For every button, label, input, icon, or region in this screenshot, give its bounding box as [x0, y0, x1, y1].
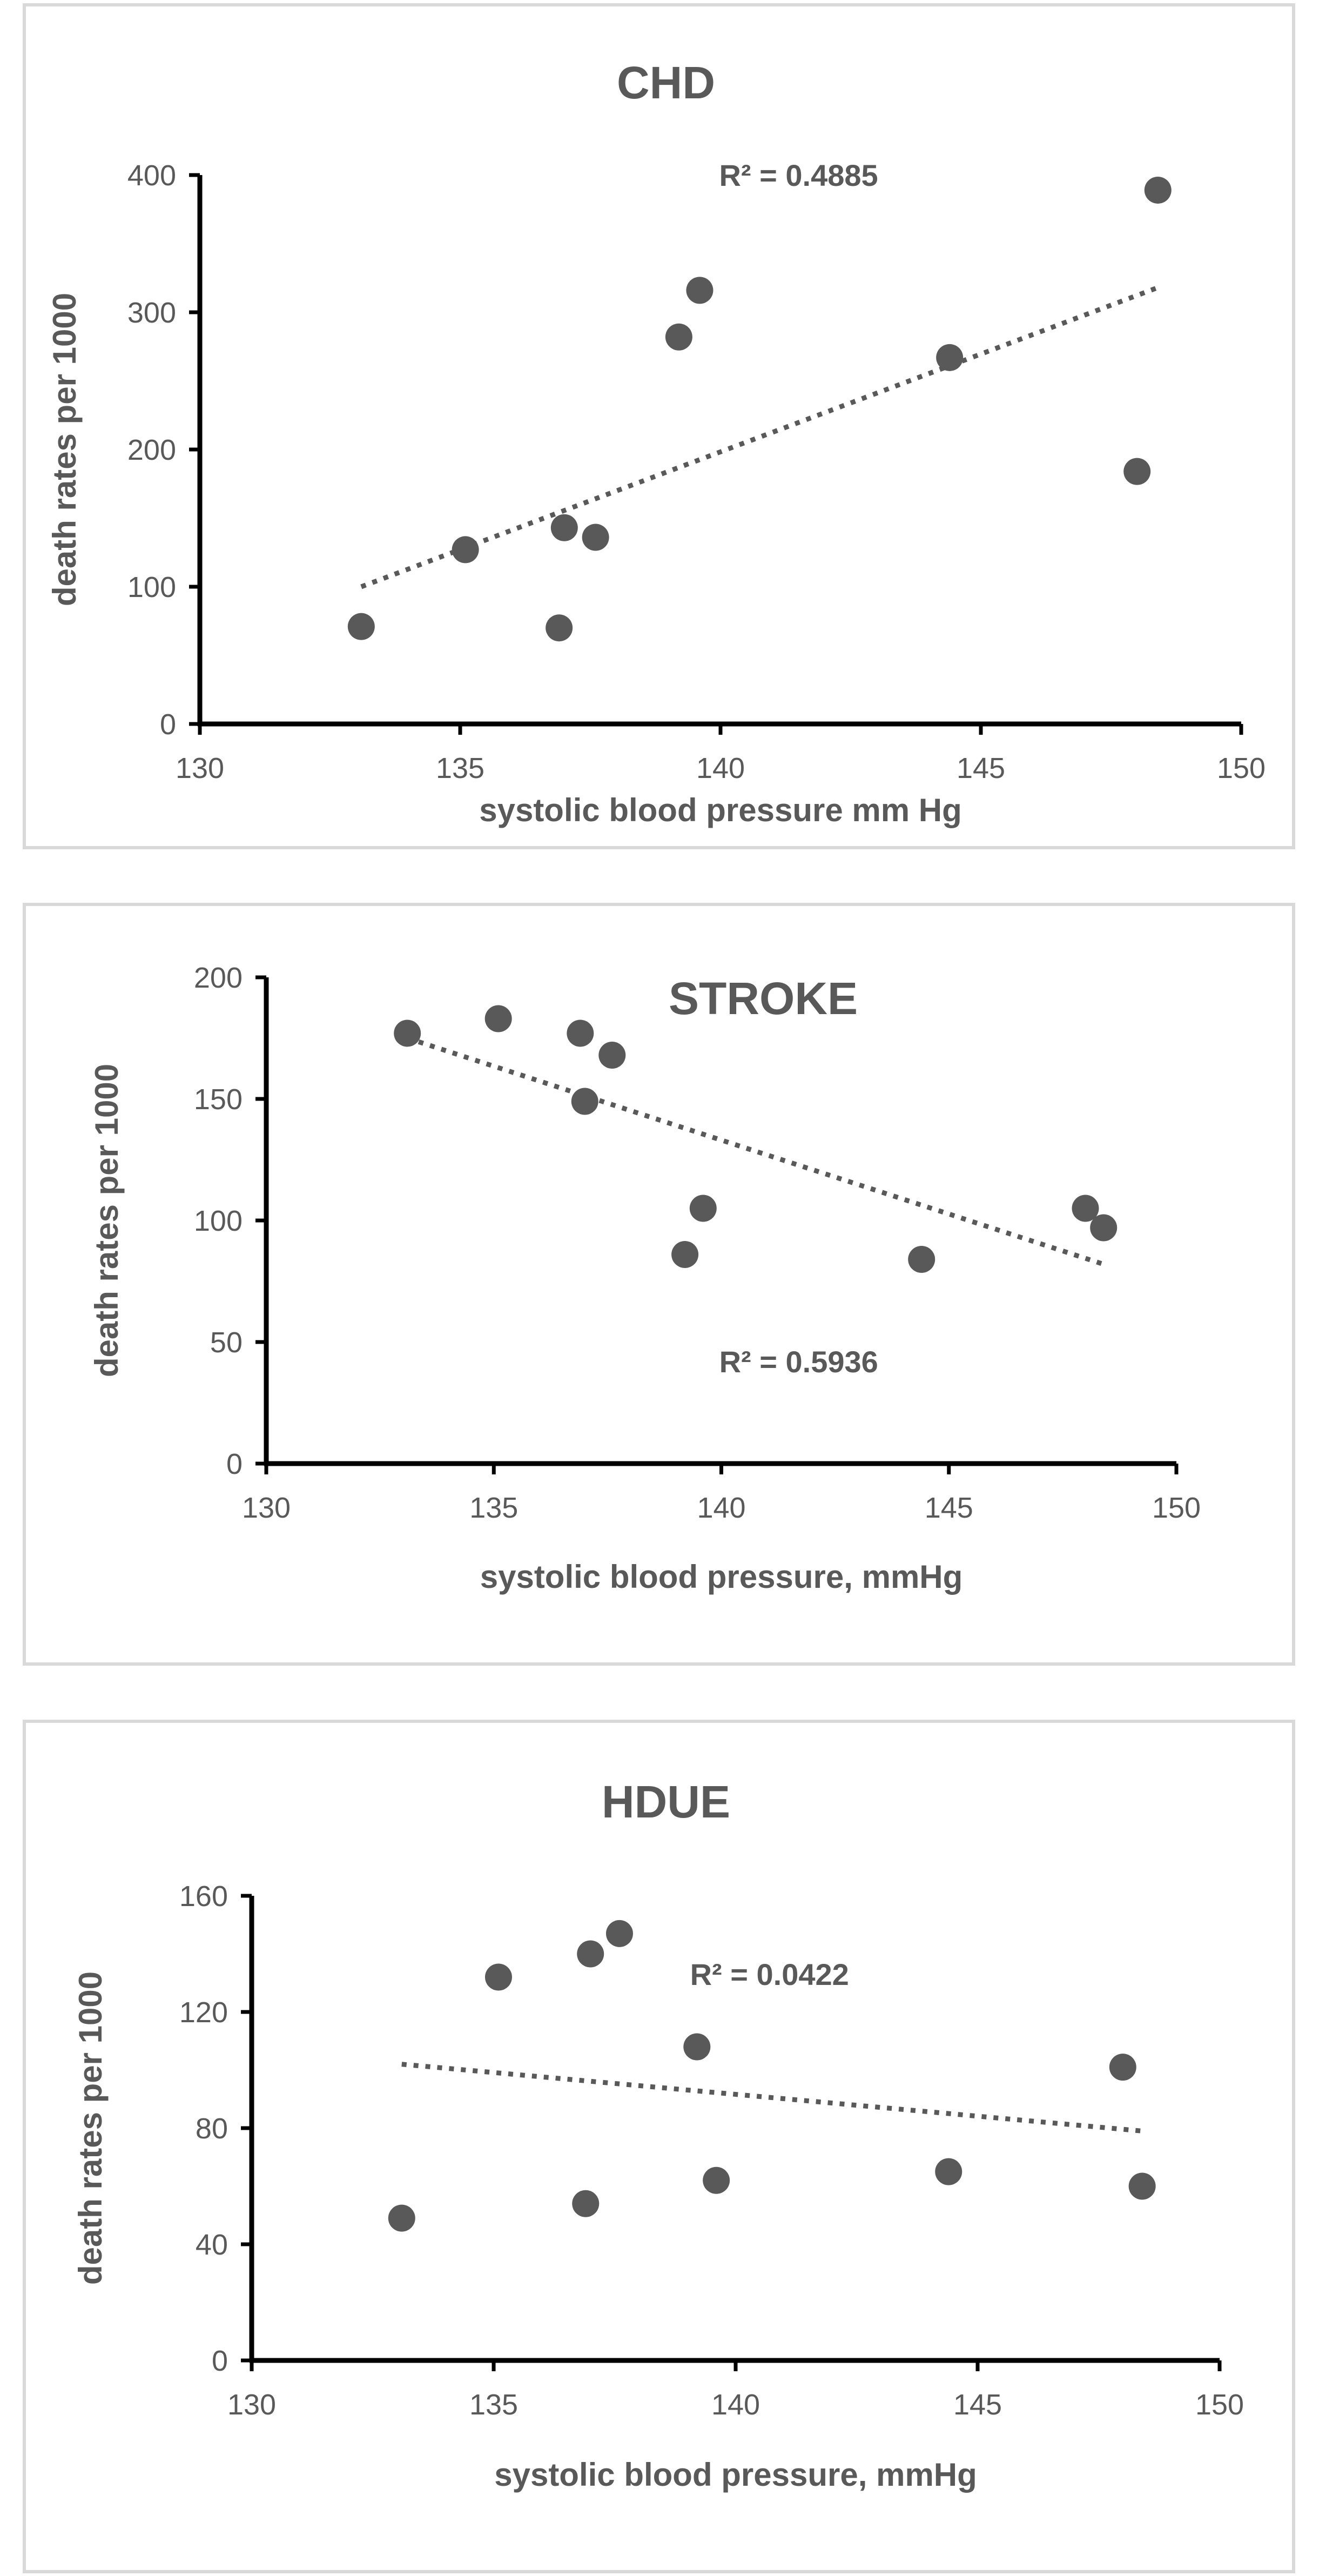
chd-data-point [582, 524, 609, 551]
hdue-data-point [605, 1920, 633, 1947]
hdue-data-point [484, 1963, 512, 1991]
hdue-x-axis-title: systolic blood pressure, mmHg [494, 2457, 977, 2493]
stroke-x-tick-label: 150 [1152, 1492, 1201, 1524]
hdue-data-point [572, 2190, 600, 2217]
stroke-data-point [689, 1195, 717, 1222]
chd-y-tick-label: 0 [160, 708, 176, 741]
hdue-data-point [703, 2166, 730, 2194]
chd-x-tick-label: 140 [696, 752, 745, 784]
hdue-y-tick-label: 160 [179, 1880, 228, 1913]
hdue-x-tick-label: 130 [227, 2389, 276, 2421]
hdue-data-point [388, 2204, 415, 2232]
stroke-data-point [571, 1088, 598, 1115]
hdue-y-tick-label: 80 [196, 2112, 228, 2145]
stroke-data-point [484, 1005, 512, 1032]
stroke-r-squared-label: R² = 0.5936 [719, 1345, 878, 1379]
chd-data-point [347, 613, 375, 640]
stroke-x-tick-label: 135 [469, 1492, 518, 1524]
hdue-data-point [577, 1940, 604, 1968]
stroke-data-point [908, 1246, 935, 1273]
stroke-y-tick-label: 150 [194, 1083, 243, 1116]
chd-chart-title: CHD [617, 57, 715, 108]
hdue-x-tick-label: 135 [469, 2389, 518, 2421]
chd-chart-panel: CHD 130 135 140 145 150 0 100 200 300 400 systolic … [23, 3, 1295, 849]
hdue-data-point [1128, 2172, 1156, 2200]
hdue-y-tick-label: 120 [179, 1996, 228, 2029]
chd-r-squared-label: R² = 0.4885 [719, 158, 878, 192]
stroke-x-axis-title: systolic blood pressure, mmHg [480, 1559, 963, 1595]
chd-data-point [550, 514, 578, 541]
chd-data-point [1123, 458, 1151, 485]
chd-data-point [665, 323, 692, 351]
stroke-y-tick-label: 50 [210, 1326, 243, 1359]
stroke-data-point [394, 1019, 421, 1047]
chd-x-tick-label: 145 [957, 752, 1005, 784]
chd-trendline [360, 285, 1159, 589]
chd-data-point [1144, 176, 1172, 204]
chd-data-point [686, 277, 714, 304]
hdue-y-axis-title: death rates per 1000 [72, 1971, 109, 2285]
stroke-data-point [671, 1241, 699, 1268]
stroke-x-tick-label: 145 [925, 1492, 973, 1524]
stroke-y-axis-title: death rates per 1000 [89, 1064, 125, 1377]
hdue-r-squared-label: R² = 0.0422 [690, 1957, 849, 1991]
chd-y-axis-title: death rates per 1000 [46, 293, 83, 606]
chd-x-tick-label: 130 [176, 752, 224, 784]
chd-chart: CHD 130 135 140 145 150 0 100 200 300 400 systolic … [46, 57, 1266, 828]
stroke-data-point [567, 1019, 594, 1047]
stroke-data-point [598, 1042, 626, 1069]
chd-y-tick-label: 300 [127, 297, 176, 329]
hdue-chart-title: HDUE [602, 1776, 730, 1827]
hdue-y-tick-label: 40 [196, 2229, 228, 2261]
stroke-data-point [1072, 1195, 1099, 1222]
hdue-data-point [1109, 2054, 1136, 2081]
hdue-data-point [683, 2033, 711, 2061]
hdue-chart-panel: HDUE 130 135 140 145 150 0 40 80 120 160 systolic b… [23, 1720, 1295, 2573]
stroke-y-tick-label: 100 [194, 1205, 243, 1237]
chd-y-tick-label: 100 [127, 571, 176, 603]
stroke-trendline [406, 1036, 1105, 1267]
hdue-x-tick-label: 145 [953, 2389, 1002, 2421]
stroke-y-tick-label: 200 [194, 962, 243, 994]
hdue-data-point [935, 2158, 962, 2185]
chd-data-point [936, 344, 964, 371]
stroke-chart-panel: STROKE 130 135 140 145 150 0 50 100 150 200 systoli… [23, 903, 1295, 1666]
stroke-x-tick-label: 140 [697, 1492, 745, 1524]
stroke-data-point [1090, 1214, 1118, 1242]
chd-y-tick-label: 400 [127, 159, 176, 192]
stroke-chart-title: STROKE [669, 973, 858, 1024]
hdue-chart: HDUE 130 135 140 145 150 0 40 80 120 160 systolic b… [72, 1776, 1244, 2493]
chd-x-axis-title: systolic blood pressure mm Hg [479, 792, 962, 828]
hdue-trendline [401, 2062, 1143, 2134]
hdue-x-tick-label: 150 [1195, 2389, 1244, 2421]
stroke-x-tick-label: 130 [242, 1492, 291, 1524]
hdue-x-tick-label: 140 [711, 2389, 760, 2421]
chd-x-tick-label: 150 [1217, 752, 1266, 784]
stroke-y-tick-label: 0 [226, 1448, 243, 1480]
stroke-chart: STROKE 130 135 140 145 150 0 50 100 150 200 systoli… [89, 962, 1201, 1595]
hdue-y-tick-label: 0 [212, 2345, 228, 2377]
chd-y-tick-label: 200 [127, 434, 176, 466]
chd-data-point [452, 536, 479, 564]
chd-x-tick-label: 135 [436, 752, 484, 784]
chd-data-point [546, 614, 573, 642]
